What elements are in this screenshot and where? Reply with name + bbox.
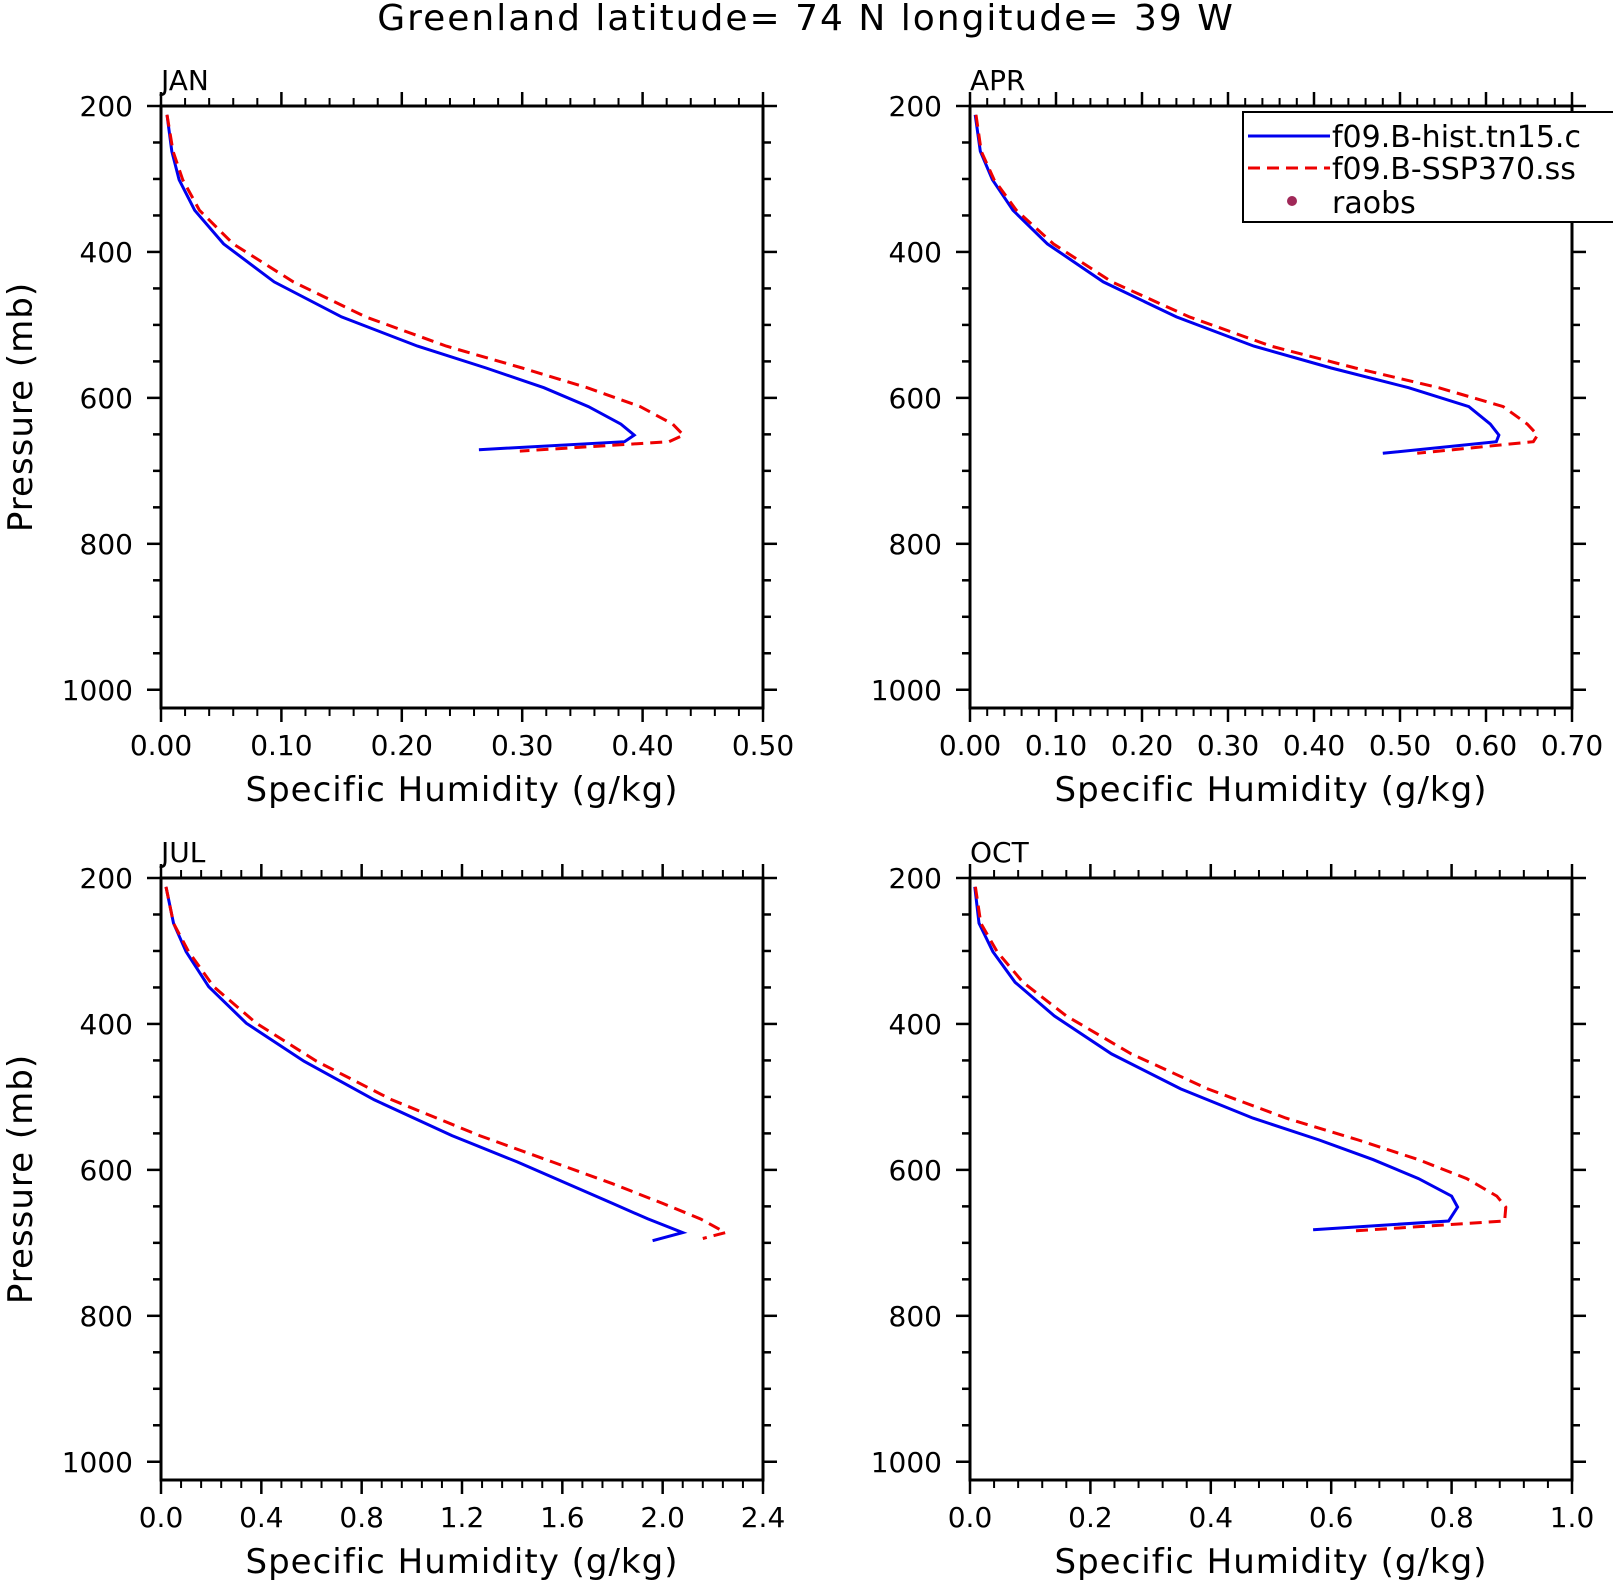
y-tick-label: 200 — [889, 862, 942, 895]
x-tick-label: 0.4 — [239, 1501, 284, 1534]
x-tick-label: 0.70 — [1541, 729, 1603, 762]
y-tick-label: 200 — [889, 90, 942, 123]
panel-label: OCT — [970, 836, 1030, 869]
y-tick-label: 400 — [889, 1008, 942, 1041]
series-ssp370-line — [165, 114, 687, 453]
x-tick-label: 1.2 — [440, 1501, 485, 1534]
y-tick-label: 800 — [80, 528, 133, 561]
y-tick-label: 200 — [80, 90, 133, 123]
panel-jan: JAN 200 400 600 800 1000 0.00 0.10 0.20 0.30 0.40 0… — [1, 64, 794, 810]
legend-box — [1242, 111, 1613, 223]
panel-label: APR — [970, 64, 1026, 97]
x-tick-label: 1.6 — [540, 1501, 585, 1534]
x-tick-label: 2.4 — [741, 1501, 786, 1534]
x-tick-label: 0.10 — [250, 729, 312, 762]
x-tick-label: 0.30 — [491, 729, 553, 762]
x-tick-label: 0.8 — [339, 1501, 384, 1534]
x-tick-label: 0.40 — [611, 729, 673, 762]
x-axis-label: Specific Humidity (g/kg) — [1055, 1542, 1488, 1582]
x-tick-label: 0.00 — [939, 729, 1001, 762]
x-axis-label: Specific Humidity (g/kg) — [246, 1542, 679, 1582]
series-ssp370-line — [974, 114, 1540, 455]
chart-title: Greenland latitude= 74 N longitude= 39 W — [377, 0, 1235, 39]
y-tick-label: 400 — [80, 1008, 133, 1041]
x-tick-label: 0.30 — [1197, 729, 1259, 762]
y-axis-label: Pressure (mb) — [1, 1054, 41, 1304]
panel-label: JUL — [159, 836, 206, 869]
y-tick-label: 800 — [889, 1300, 942, 1333]
x-tick-label: 0.50 — [1369, 729, 1431, 762]
series-hist-line — [164, 886, 688, 1243]
x-tick-label: 0.0 — [948, 1501, 993, 1534]
x-tick-label: 0.10 — [1025, 729, 1087, 762]
legend-marker-raobs — [1287, 196, 1297, 206]
plot-frame — [159, 876, 765, 1482]
plot-frame — [968, 876, 1574, 1482]
y-tick-label: 800 — [80, 1300, 133, 1333]
x-tick-label: 2.0 — [640, 1501, 685, 1534]
legend-label: raobs — [1332, 186, 1416, 221]
x-tick-label: 0.20 — [371, 729, 433, 762]
y-tick-label: 200 — [80, 862, 133, 895]
panel-label: JAN — [159, 64, 209, 97]
x-tick-label: 0.0 — [139, 1501, 184, 1534]
series-hist-line — [973, 886, 1460, 1232]
panel-apr: APR 200 400 600 800 1000 0.00 0.10 0.20 0.30 0.40 0… — [871, 64, 1603, 810]
x-tick-label: 0.60 — [1455, 729, 1517, 762]
x-tick-label: 0.8 — [1429, 1501, 1474, 1534]
x-tick-label: 0.00 — [130, 729, 192, 762]
x-axis-label: Specific Humidity (g/kg) — [246, 770, 679, 810]
x-tick-label: 1.0 — [1550, 1501, 1595, 1534]
series-ssp370-line — [164, 886, 730, 1240]
series-hist-line — [165, 114, 637, 452]
y-tick-label: 400 — [889, 236, 942, 269]
y-axis-label: Pressure (mb) — [1, 282, 41, 532]
y-tick-label: 600 — [889, 1154, 942, 1187]
x-tick-label: 0.20 — [1111, 729, 1173, 762]
y-tick-label: 400 — [80, 236, 133, 269]
series-hist-line — [973, 114, 1501, 455]
x-tick-label: 0.2 — [1068, 1501, 1113, 1534]
plot-frame — [968, 104, 1574, 710]
y-tick-label: 800 — [889, 528, 942, 561]
plot-frame — [159, 104, 765, 710]
x-tick-label: 0.4 — [1189, 1501, 1234, 1534]
y-tick-label: 600 — [889, 382, 942, 415]
y-tick-label: 1000 — [871, 674, 942, 707]
y-tick-label: 1000 — [62, 674, 133, 707]
legend-label: f09.B-hist.tn15.c — [1332, 120, 1581, 155]
x-tick-label: 0.40 — [1283, 729, 1345, 762]
y-tick-label: 600 — [80, 382, 133, 415]
series-ssp370-line — [973, 886, 1508, 1233]
y-tick-label: 600 — [80, 1154, 133, 1187]
y-tick-label: 1000 — [62, 1446, 133, 1479]
y-tick-label: 1000 — [871, 1446, 942, 1479]
x-tick-label: 0.50 — [732, 729, 794, 762]
x-tick-label: 0.6 — [1309, 1501, 1354, 1534]
x-axis-label: Specific Humidity (g/kg) — [1055, 770, 1488, 810]
legend-label: f09.B-SSP370.ss — [1332, 152, 1576, 187]
